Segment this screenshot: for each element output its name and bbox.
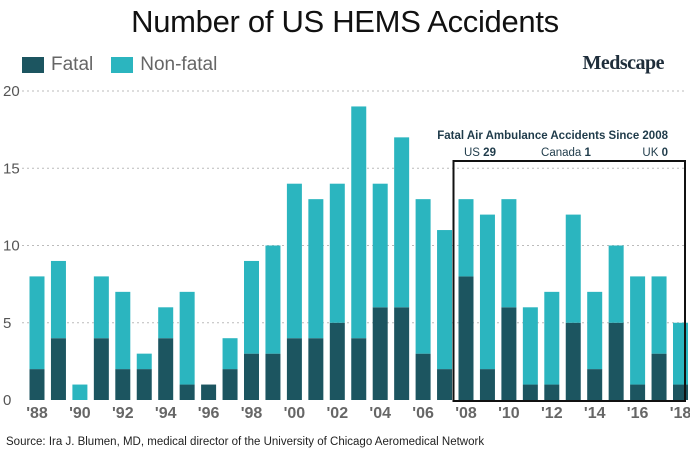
bar-fatal xyxy=(179,384,195,400)
bar-fatal xyxy=(115,369,131,400)
bar-fatal xyxy=(351,338,367,400)
bar-nonfatal xyxy=(565,214,581,323)
bar-fatal xyxy=(522,384,538,400)
x-tick-label: '02 xyxy=(326,405,348,422)
bar-nonfatal xyxy=(115,291,131,370)
annotation-title: Fatal Air Ambulance Accidents Since 2008 xyxy=(437,130,668,142)
bar-fatal xyxy=(50,338,66,400)
bar-nonfatal xyxy=(544,291,560,385)
x-tick-label: '90 xyxy=(69,405,91,422)
bar-fatal xyxy=(479,369,495,400)
bar-fatal xyxy=(394,307,410,400)
bar-nonfatal xyxy=(651,276,667,354)
x-tick-label: '94 xyxy=(155,405,177,422)
legend-swatch-nonfatal xyxy=(111,57,134,73)
bar-fatal xyxy=(329,322,345,400)
bar-nonfatal xyxy=(501,199,517,308)
bar-nonfatal xyxy=(158,307,174,339)
bar-nonfatal xyxy=(244,260,259,354)
bar-fatal xyxy=(587,369,603,400)
x-tick-label: '08 xyxy=(455,405,477,422)
bar-nonfatal xyxy=(72,384,88,400)
bar-fatal xyxy=(308,338,324,400)
x-tick-label: '98 xyxy=(241,405,263,422)
bar-fatal xyxy=(29,369,45,400)
bar-fatal xyxy=(201,384,217,400)
bar-fatal xyxy=(630,384,646,400)
x-tick-label: '10 xyxy=(498,405,520,422)
bar-fatal xyxy=(651,353,667,400)
bar-nonfatal xyxy=(415,199,431,354)
bar-nonfatal xyxy=(394,137,410,308)
bar-fatal xyxy=(158,338,174,400)
annotation-item-uk: UK 0 xyxy=(642,147,668,159)
bar-nonfatal xyxy=(265,245,281,354)
chart-legend: Fatal Non-fatal xyxy=(22,54,235,76)
bar-fatal xyxy=(265,353,281,400)
bar-fatal xyxy=(544,384,560,400)
bar-nonfatal xyxy=(458,199,474,277)
x-tick-label: '14 xyxy=(584,405,606,422)
brand-logo: Medscape xyxy=(582,52,664,74)
bar-fatal xyxy=(501,307,517,400)
y-tick-label: 20 xyxy=(3,83,20,100)
y-tick-label: 10 xyxy=(3,238,20,255)
bar-nonfatal xyxy=(587,291,603,370)
bar-nonfatal xyxy=(351,106,367,339)
source-note: Source: Ira J. Blumen, MD, medical direc… xyxy=(6,436,485,448)
bar-fatal xyxy=(244,353,259,400)
bar-nonfatal xyxy=(93,276,109,339)
bar-fatal xyxy=(608,322,624,400)
x-tick-label: '92 xyxy=(112,405,134,422)
x-tick-label: '88 xyxy=(26,405,48,422)
bar-fatal xyxy=(136,369,152,400)
annotation-item-canada: Canada 1 xyxy=(541,147,591,159)
annotation-box xyxy=(452,160,686,402)
legend-label-fatal: Fatal xyxy=(51,54,94,75)
bar-nonfatal xyxy=(329,183,345,323)
bar-nonfatal xyxy=(286,183,302,339)
bar-nonfatal xyxy=(308,199,324,339)
bar-fatal xyxy=(415,353,431,400)
x-tick-label: '06 xyxy=(412,405,434,422)
x-tick-label: '16 xyxy=(627,405,649,422)
bar-nonfatal xyxy=(522,307,538,385)
bar-nonfatal xyxy=(222,338,238,370)
bar-nonfatal xyxy=(50,260,66,339)
legend-label-nonfatal: Non-fatal xyxy=(140,54,218,75)
bar-fatal xyxy=(458,276,474,400)
x-tick-label: '96 xyxy=(198,405,220,422)
bar-fatal xyxy=(565,322,581,400)
y-tick-label: 0 xyxy=(3,392,11,409)
legend-swatch-fatal xyxy=(22,57,44,73)
bar-fatal xyxy=(222,369,238,400)
bar-nonfatal xyxy=(179,291,195,385)
bar-fatal xyxy=(286,338,302,400)
bar-fatal xyxy=(437,369,453,400)
x-tick-label: '04 xyxy=(369,405,391,422)
y-tick-label: 5 xyxy=(3,315,11,332)
x-tick-label: '18 xyxy=(670,405,690,422)
y-tick-label: 15 xyxy=(3,160,20,177)
bar-nonfatal xyxy=(630,276,646,385)
chart-title: Number of US HEMS Accidents xyxy=(131,4,559,39)
bar-nonfatal xyxy=(479,214,495,370)
annotation-item-us: US 29 xyxy=(464,147,496,159)
bar-nonfatal xyxy=(437,230,453,370)
bar-nonfatal xyxy=(372,183,388,308)
x-tick-label: '12 xyxy=(541,405,563,422)
bar-fatal xyxy=(372,307,388,400)
bar-nonfatal xyxy=(136,353,152,370)
x-tick-label: '00 xyxy=(284,405,306,422)
bar-fatal xyxy=(93,338,109,400)
bar-nonfatal xyxy=(29,276,45,370)
bar-nonfatal xyxy=(608,245,624,323)
